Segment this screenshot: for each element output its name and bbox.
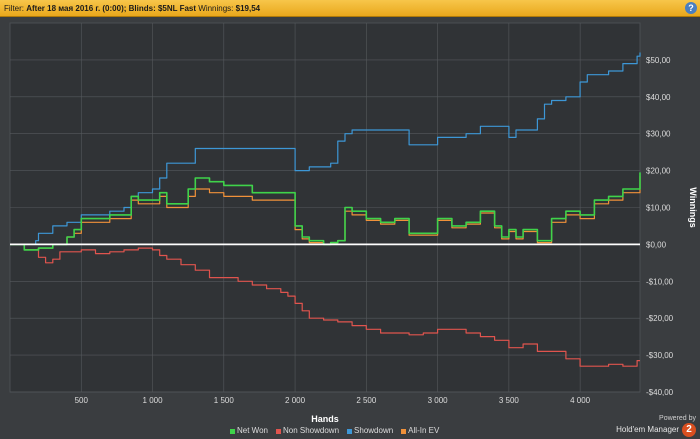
y-tick-label: $0,00: [646, 240, 667, 249]
y-tick-label: $50,00: [646, 56, 671, 65]
y-axis-title: Winnings: [688, 187, 698, 227]
series-line-showdown: [10, 52, 641, 245]
legend-swatch-allin-ev: [401, 428, 407, 434]
x-axis-title: Hands: [311, 414, 339, 424]
legend-swatch-non-showdown: [275, 428, 281, 434]
y-tick-label: $20,00: [646, 167, 671, 176]
x-tick-label: 3 000: [428, 396, 449, 405]
series-line-non-showdown: [10, 243, 640, 367]
help-icon[interactable]: ?: [685, 2, 697, 14]
y-tick-label: -$10,00: [646, 277, 674, 286]
powered-by-text: Powered by: [659, 415, 696, 422]
x-tick-label: 4 000: [570, 396, 591, 405]
x-tick-label: 1 500: [214, 396, 235, 405]
x-tick-label: 2 500: [356, 396, 377, 405]
winnings-value: $19,54: [235, 4, 261, 13]
y-tick-label: -$30,00: [646, 351, 674, 360]
legend-label: Net Won: [237, 426, 268, 435]
legend-label: Showdown: [354, 426, 394, 435]
legend-item-non-showdown[interactable]: Non Showdown: [275, 425, 340, 437]
x-tick-label: 500: [75, 396, 89, 405]
legend-item-net-won[interactable]: Net Won: [230, 425, 268, 437]
legend-item-allin-ev[interactable]: All-In EV: [401, 425, 439, 437]
legend-swatch-showdown: [347, 428, 353, 434]
winnings-chart: $50,00 $40,00 $30,00 $20,00 $10,00 $0,00 -$10,…: [9, 22, 698, 424]
filter-text: After 18 мая 2016 г. (0:00); Blinds: $5N…: [26, 4, 197, 13]
y-tick-label: -$40,00: [646, 388, 674, 397]
x-tick-label: 1 000: [143, 396, 164, 405]
y-tick-label: -$20,00: [646, 314, 674, 323]
brand: Powered by Hold'em Manager 2: [616, 414, 696, 437]
hm2-logo-icon: 2: [682, 423, 696, 437]
legend-swatch-net-won: [230, 428, 235, 434]
filter-bar: Filter: After 18 мая 2016 г. (0:00); Bli…: [0, 0, 700, 17]
product-name: Hold'em Manager: [616, 424, 679, 434]
legend-item-showdown[interactable]: Showdown: [347, 425, 393, 437]
y-tick-label: $30,00: [646, 130, 671, 139]
legend-label: All-In EV: [408, 426, 440, 435]
winnings-label: Winnings:: [198, 4, 234, 13]
chart-legend: Net Won Non Showdown Showdown All-In EV: [230, 425, 439, 437]
legend-label: Non Showdown: [282, 426, 340, 435]
filter-label: Filter:: [4, 4, 24, 13]
x-tick-label: 2 000: [285, 396, 306, 405]
y-tick-label: $40,00: [646, 93, 671, 102]
y-tick-label: $10,00: [646, 204, 671, 213]
x-tick-label: 3 500: [499, 396, 520, 405]
